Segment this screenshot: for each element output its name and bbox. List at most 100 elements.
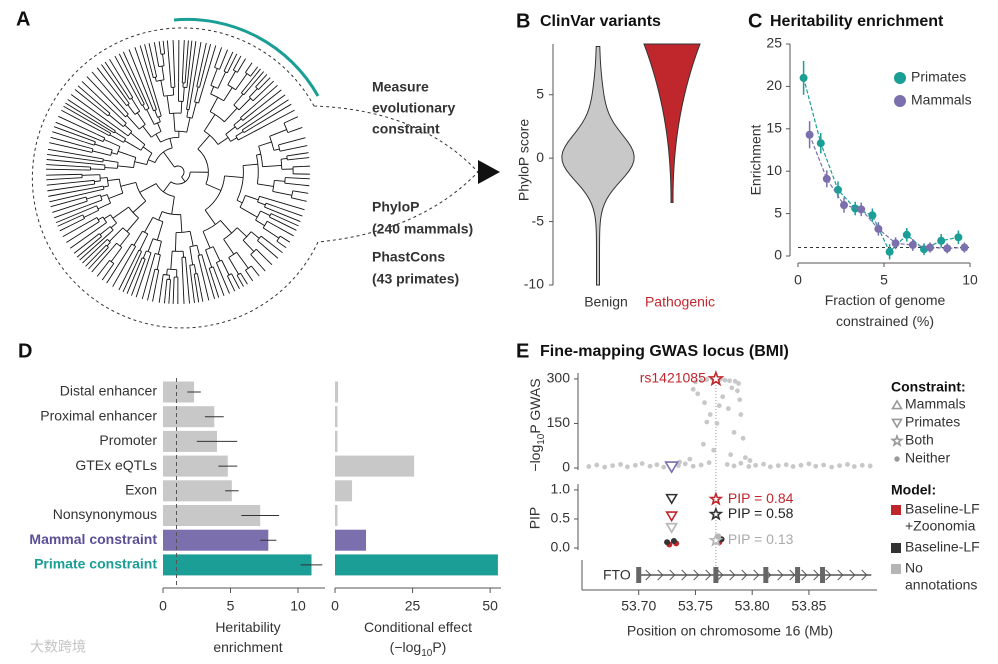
branch <box>194 273 198 275</box>
branch <box>172 40 176 82</box>
branch <box>118 259 135 291</box>
point <box>737 397 743 403</box>
branch <box>292 127 303 132</box>
branch <box>119 117 127 124</box>
branch <box>126 217 139 232</box>
point <box>728 452 734 458</box>
legend-label: annotations <box>905 577 977 593</box>
branch <box>216 47 223 61</box>
point <box>742 455 748 461</box>
branch <box>260 265 266 272</box>
branch <box>152 98 157 110</box>
branch <box>154 268 159 271</box>
strand-arrow <box>789 569 796 581</box>
branch <box>106 177 109 187</box>
branch <box>116 146 121 155</box>
phastcons-label: PhastCons <box>372 249 445 265</box>
branch <box>243 277 248 285</box>
branch <box>80 205 97 213</box>
x-axis-label: Conditional effect <box>364 619 472 635</box>
primate-arc <box>173 17 320 97</box>
branch <box>131 97 141 112</box>
bar <box>163 554 312 576</box>
violin <box>561 46 635 286</box>
branch <box>280 157 288 160</box>
exon <box>763 567 769 583</box>
chart-title: Fine-mapping GWAS locus (BMI) <box>540 343 789 360</box>
branch <box>225 126 236 135</box>
bar <box>335 381 339 403</box>
branch <box>278 143 283 146</box>
branch <box>189 231 194 247</box>
branch <box>86 76 114 105</box>
x-axis-label: enrichment <box>213 639 282 655</box>
branch <box>189 41 202 106</box>
branch <box>65 102 106 128</box>
branch <box>103 128 111 134</box>
x-axis-label-part: P) <box>432 639 446 655</box>
point <box>868 211 877 220</box>
branch <box>223 49 228 60</box>
point <box>711 447 717 453</box>
branch <box>108 114 124 127</box>
branch <box>275 211 301 222</box>
branch <box>141 257 155 300</box>
branch <box>62 225 83 237</box>
x-axis-label: Fraction of genome <box>825 292 946 308</box>
x-tick-label: 10 <box>290 598 306 614</box>
branch <box>210 68 218 86</box>
exon <box>820 567 826 583</box>
branch <box>245 72 251 77</box>
branch <box>161 274 164 281</box>
branch <box>103 139 121 147</box>
x-axis-label: (−log10P) <box>390 639 447 659</box>
branch <box>163 151 175 168</box>
branch <box>245 270 254 282</box>
point <box>707 412 713 417</box>
branch <box>156 79 165 82</box>
branch <box>106 194 111 204</box>
point <box>885 247 894 256</box>
branch <box>267 248 279 259</box>
branch <box>144 217 154 233</box>
point <box>624 464 630 470</box>
branch <box>217 137 229 145</box>
point <box>908 240 917 249</box>
branch <box>263 80 275 92</box>
point <box>747 458 753 463</box>
branch <box>242 114 250 121</box>
point <box>690 386 696 392</box>
branch <box>274 214 299 227</box>
branch <box>94 236 102 243</box>
branch <box>89 221 100 229</box>
branch <box>163 274 170 276</box>
branch <box>236 272 241 276</box>
category-label: Exon <box>125 482 157 498</box>
series-line <box>809 134 965 249</box>
branch <box>223 87 233 102</box>
y-tick-label: 20 <box>766 77 782 93</box>
point <box>736 380 741 386</box>
point <box>821 462 827 468</box>
branch <box>223 227 238 240</box>
branch <box>119 129 129 137</box>
branch <box>155 50 160 67</box>
branch <box>270 243 283 254</box>
x-axis-label-part: (−log <box>390 639 422 655</box>
branch <box>182 40 185 76</box>
branch <box>134 47 154 100</box>
branch <box>91 156 104 160</box>
bar <box>163 406 215 428</box>
branch <box>268 213 272 218</box>
point <box>902 230 911 239</box>
branch <box>89 163 106 166</box>
branch <box>133 230 143 246</box>
x-tick-label: Benign <box>584 294 628 310</box>
branch <box>154 110 158 118</box>
legend-label: Primates <box>905 414 960 430</box>
strand-arrow <box>825 569 832 581</box>
branch <box>157 241 162 255</box>
branch <box>141 103 145 106</box>
legend-label: Mammals <box>911 92 972 108</box>
point <box>701 441 706 447</box>
